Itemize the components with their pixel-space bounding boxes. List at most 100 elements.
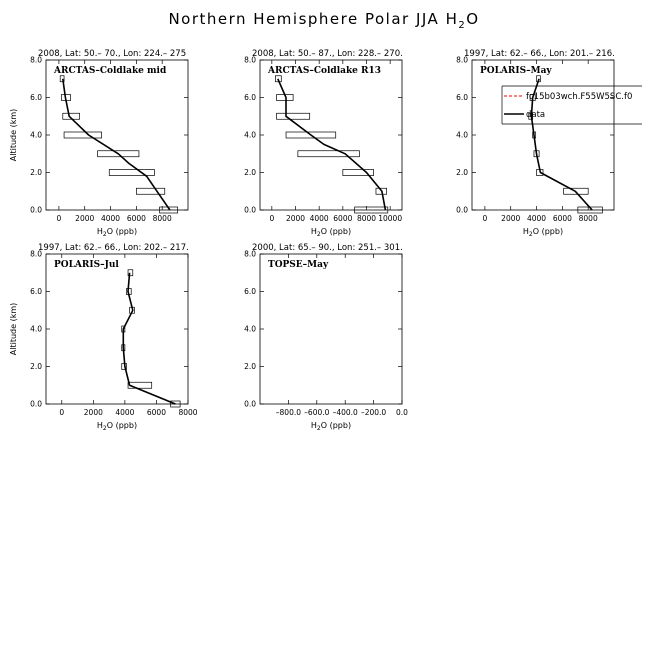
- x-axis-label: H2O (ppb): [311, 421, 351, 432]
- y-tick-label: 0.0: [30, 206, 42, 215]
- x-tick-label: 8000: [579, 214, 598, 223]
- plot-frame: [45, 59, 189, 211]
- x-tick-label: 4000: [101, 214, 120, 223]
- x-tick-label: –400.0: [333, 408, 358, 417]
- y-tick-label: 8.0: [244, 250, 256, 259]
- y-tick-label: 4.0: [30, 325, 42, 334]
- range-box: [342, 169, 374, 176]
- x-tick-label: 8000: [178, 408, 197, 417]
- x-tick-label: –800.0: [276, 408, 301, 417]
- plot-frame: [45, 253, 189, 405]
- chart-panel: 1997, Lat: 62.– 66., Lon: 201.– 216. 0.0 2…: [456, 49, 642, 238]
- legend-model-label: fc15b03wch.F55W5SC.f0: [526, 92, 632, 102]
- range-box: [285, 131, 337, 139]
- campaign-label: ARCTAS–Coldlake R13: [267, 66, 381, 76]
- y-tick-label: 0.0: [244, 206, 256, 215]
- y-tick-label: 6.0: [456, 93, 468, 102]
- plot-frame: [471, 59, 615, 211]
- y-tick-label: 2.0: [30, 362, 42, 371]
- range-box: [170, 400, 181, 408]
- range-box: [97, 150, 140, 158]
- x-tick-label: 2000: [84, 408, 103, 417]
- y-tick-label: 6.0: [30, 287, 42, 296]
- y-axis-label: Altitude (km): [9, 303, 18, 355]
- y-tick-label: 4.0: [30, 131, 42, 140]
- range-box: [136, 187, 166, 195]
- data-profile-line: [277, 78, 387, 211]
- range-box: [528, 112, 534, 120]
- x-tick-label: 6000: [553, 214, 572, 223]
- y-tick-label: 6.0: [244, 93, 256, 102]
- x-tick-label: 0: [483, 214, 488, 223]
- y-axis-label: Altitude (km): [9, 109, 18, 161]
- y-tick-label: 2.0: [30, 168, 42, 177]
- range-box: [375, 187, 387, 195]
- y-tick-label: 4.0: [244, 131, 256, 140]
- plot-frame: [259, 253, 403, 405]
- y-tick-label: 4.0: [244, 325, 256, 334]
- y-tick-label: 6.0: [30, 93, 42, 102]
- y-tick-label: 8.0: [30, 250, 42, 259]
- x-tick-label: 6000: [333, 214, 352, 223]
- x-tick-label: 8000: [357, 214, 376, 223]
- x-tick-label: –200.0: [361, 408, 386, 417]
- panel-header: 1997, Lat: 62.– 66., Lon: 202.– 217.: [38, 243, 189, 253]
- panel-header: 2008, Lat: 50.– 70., Lon: 224.– 275: [38, 49, 186, 59]
- y-tick-label: 2.0: [244, 168, 256, 177]
- campaign-label: ARCTAS–Coldlake mid: [53, 66, 167, 76]
- y-tick-label: 2.0: [244, 362, 256, 371]
- y-tick-label: 2.0: [456, 168, 468, 177]
- x-tick-label: 0: [57, 214, 62, 223]
- data-profile-line: [530, 78, 593, 211]
- y-tick-label: 6.0: [244, 287, 256, 296]
- campaign-label: POLARIS–May: [480, 66, 552, 76]
- x-tick-label: 2000: [75, 214, 94, 223]
- range-box: [354, 206, 389, 214]
- chart-panel: 2008, Lat: 50.– 70., Lon: 224.– 275 0.0 2.…: [9, 49, 189, 238]
- panel-header: 2000, Lat: 65.– 90., Lon: 251.– 301.: [252, 243, 403, 253]
- x-tick-label: 4000: [115, 408, 134, 417]
- data-profile-line: [122, 272, 176, 405]
- data-profile-line: [62, 78, 171, 211]
- range-box: [108, 169, 155, 176]
- panel-header: 1997, Lat: 62.– 66., Lon: 201.– 216.: [464, 49, 615, 59]
- range-box: [297, 150, 360, 158]
- y-tick-label: 0.0: [244, 400, 256, 409]
- y-tick-label: 8.0: [30, 56, 42, 65]
- range-box: [59, 75, 65, 83]
- range-box: [563, 187, 589, 195]
- x-tick-label: 2000: [286, 214, 305, 223]
- range-box: [127, 381, 153, 389]
- chart-panel: 2008, Lat: 50.– 87., Lon: 228.– 270. 0.0 2…: [244, 49, 403, 238]
- x-tick-label: 0.0: [396, 408, 408, 417]
- chart-panel: 2000, Lat: 65.– 90., Lon: 251.– 301. 0.0 2…: [244, 243, 408, 432]
- x-tick-label: 8000: [153, 214, 172, 223]
- x-tick-label: 2000: [501, 214, 520, 223]
- y-tick-label: 0.0: [456, 206, 468, 215]
- x-axis-label: H2O (ppb): [97, 227, 137, 238]
- y-tick-label: 8.0: [244, 56, 256, 65]
- range-box: [63, 131, 102, 139]
- x-axis-label: H2O (ppb): [311, 227, 351, 238]
- x-tick-label: –600.0: [304, 408, 329, 417]
- x-axis-label: H2O (ppb): [523, 227, 563, 238]
- chart-panel: 1997, Lat: 62.– 66., Lon: 202.– 217. 0.0 2…: [9, 243, 198, 432]
- range-box: [276, 112, 311, 120]
- x-tick-label: 10000: [378, 214, 402, 223]
- x-tick-label: 4000: [310, 214, 329, 223]
- x-tick-label: 0: [59, 408, 64, 417]
- y-tick-label: 0.0: [30, 400, 42, 409]
- y-tick-label: 8.0: [456, 56, 468, 65]
- x-tick-label: 6000: [127, 214, 146, 223]
- legend-data-label: data: [526, 110, 545, 120]
- x-tick-label: 0: [269, 214, 274, 223]
- range-box: [127, 269, 134, 277]
- panel-header: 2008, Lat: 50.– 87., Lon: 228.– 270.: [252, 49, 403, 59]
- legend: fc15b03wch.F55W5SC.f0 data: [501, 85, 642, 125]
- y-tick-label: 4.0: [456, 131, 468, 140]
- x-tick-label: 4000: [527, 214, 546, 223]
- plot-frame: [259, 59, 403, 211]
- campaign-label: TOPSE–May: [268, 260, 329, 270]
- x-axis-label: H2O (ppb): [97, 421, 137, 432]
